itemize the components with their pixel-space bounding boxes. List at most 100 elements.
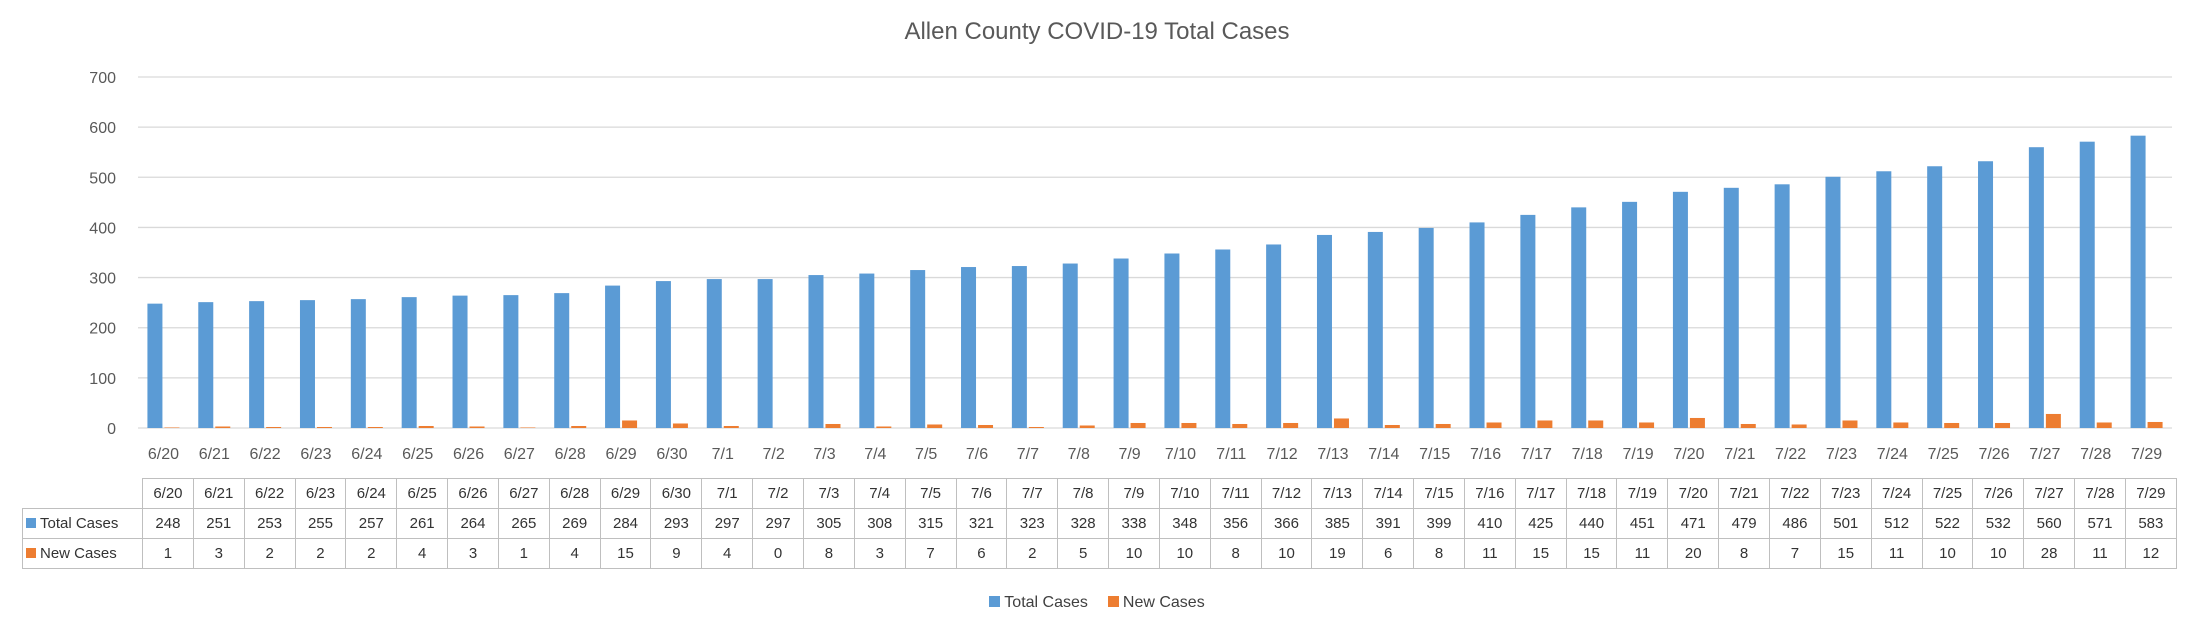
table-cell: 440: [1565, 508, 1618, 539]
y-tick-label: 700: [89, 70, 116, 87]
bar-total-cases: [554, 293, 570, 428]
table-header-cell: 7/4: [853, 478, 906, 509]
bar-new-cases: [978, 424, 994, 428]
table-header-cell: 6/29: [599, 478, 652, 509]
bar-total-cases: [1723, 187, 1739, 428]
table-cell: 425: [1514, 508, 1567, 539]
x-tick-label: 6/27: [504, 446, 535, 463]
table-cell: 3: [447, 538, 499, 569]
table-cell: 522: [1921, 508, 1974, 539]
y-tick-label: 0: [107, 421, 116, 438]
table-cell: 356: [1209, 508, 1262, 539]
table-cell: 4: [396, 538, 449, 569]
x-tick-label: 7/29: [2131, 446, 2162, 463]
x-tick-label: 7/22: [1775, 446, 1806, 463]
table-header-cell: 7/17: [1514, 478, 1567, 509]
bar-new-cases: [1333, 418, 1349, 428]
table-cell: 251: [192, 508, 245, 539]
bar-total-cases: [1367, 231, 1383, 428]
table-header-cell: 7/7: [1006, 478, 1059, 509]
table-cell: 12: [2124, 538, 2177, 569]
x-tick-label: 7/27: [2029, 446, 2060, 463]
bar-new-cases: [2147, 421, 2163, 428]
table-header-cell: 6/21: [192, 478, 245, 509]
table-cell: 261: [396, 508, 449, 539]
bar-total-cases: [1266, 244, 1282, 428]
table-cell: 253: [243, 508, 296, 539]
x-tick-label: 7/7: [1017, 446, 1039, 463]
table-cell: 6: [1362, 538, 1415, 569]
table-cell: 410: [1463, 508, 1516, 539]
bar-new-cases: [1130, 422, 1146, 428]
table-cell: 10: [1108, 538, 1160, 569]
bar-new-cases: [1181, 422, 1197, 428]
bar-new-cases: [2096, 422, 2112, 428]
table-cell: 3: [192, 538, 245, 569]
table-header-cell: 7/5: [904, 478, 957, 509]
bar-total-cases: [859, 273, 875, 428]
x-tick-label: 7/8: [1068, 446, 1090, 463]
bar-total-cases: [299, 300, 315, 428]
bar-total-cases: [452, 295, 468, 428]
table-cell: 257: [345, 508, 398, 539]
table-header-cell: 7/23: [1819, 478, 1872, 509]
table-header-cell: 7/24: [1870, 478, 1923, 509]
x-tick-label: 7/16: [1470, 446, 1501, 463]
x-tick-label: 7/20: [1673, 446, 1704, 463]
table-header-cell: 7/20: [1667, 478, 1720, 509]
table-cell: 571: [2074, 508, 2126, 539]
table-header-cell: 7/14: [1362, 478, 1415, 509]
x-tick-label: 7/6: [966, 446, 988, 463]
bar-new-cases: [1028, 426, 1044, 428]
bar-new-cases: [418, 425, 434, 428]
legend-swatch: [989, 596, 1001, 607]
x-tick-label: 7/1: [712, 446, 734, 463]
table-cell: 20: [1667, 538, 1720, 569]
legend-label: New Cases: [1122, 594, 1205, 611]
bar-total-cases: [1215, 249, 1231, 428]
bar-total-cases: [757, 279, 773, 428]
bar-total-cases: [655, 281, 671, 428]
x-tick-label: 6/28: [555, 446, 586, 463]
table-header-cell: 7/29: [2124, 478, 2177, 509]
table-cell: 7: [904, 538, 957, 569]
table-cell: 560: [2023, 508, 2076, 539]
table-header-cell: 7/1: [701, 478, 754, 509]
bar-total-cases: [1469, 222, 1485, 428]
x-tick-label: 7/13: [1317, 446, 1348, 463]
table-header-cell: 7/11: [1209, 478, 1262, 509]
legend-item: Total Cases: [989, 594, 1088, 612]
bar-new-cases: [1486, 422, 1502, 428]
table-cell: 15: [599, 538, 652, 569]
table-cell: 19: [1311, 538, 1364, 569]
table-cell: 1: [497, 538, 550, 569]
table-cell: 293: [650, 508, 703, 539]
bar-new-cases: [1435, 423, 1451, 428]
table-header-cell: 7/9: [1108, 478, 1160, 509]
table-cell: 385: [1311, 508, 1364, 539]
table-cell: 321: [955, 508, 1008, 539]
table-cell: 11: [1870, 538, 1923, 569]
bar-new-cases: [876, 426, 892, 428]
bar-total-cases: [1876, 171, 1892, 429]
x-tick-label: 6/21: [199, 446, 230, 463]
bar-total-cases: [706, 279, 722, 428]
table-cell: 451: [1616, 508, 1669, 539]
table-cell: 323: [1006, 508, 1059, 539]
table-row: Total Cases 248 251 253 255 257 261 264 265 269 28…: [22, 508, 2177, 539]
bar-new-cases: [164, 427, 180, 428]
bar-total-cases: [910, 270, 926, 428]
bar-total-cases: [1418, 227, 1434, 428]
y-tick-label: 600: [89, 120, 116, 137]
table-cell: 10: [1260, 538, 1313, 569]
bar-total-cases: [1672, 191, 1688, 428]
table-header-cell: 7/26: [1972, 478, 2025, 509]
legend-swatch: [1107, 596, 1119, 607]
y-tick-label: 300: [89, 271, 116, 288]
y-tick-label: 200: [89, 321, 116, 338]
y-tick-label: 100: [89, 371, 116, 388]
bar-new-cases: [825, 423, 841, 428]
bar-new-cases: [266, 426, 282, 428]
table-cell: 11: [1616, 538, 1669, 569]
table-cell: 284: [599, 508, 652, 539]
